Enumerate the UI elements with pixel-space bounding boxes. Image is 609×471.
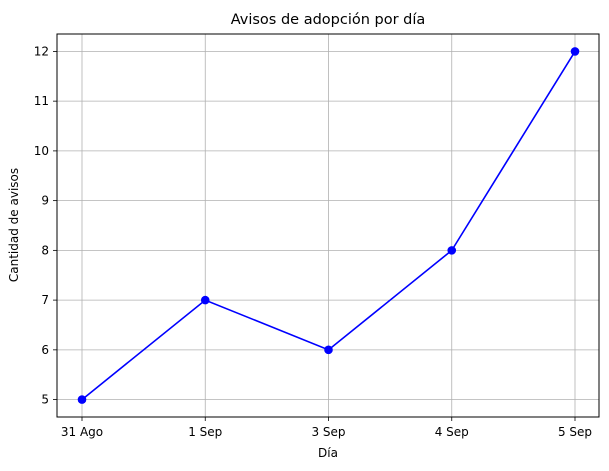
y-tick-label: 11 [34, 94, 49, 108]
y-tick-label: 7 [41, 293, 49, 307]
x-tick-label: 5 Sep [558, 425, 592, 439]
x-axis-label: Día [318, 446, 338, 460]
data-point [200, 295, 210, 305]
y-tick-label: 6 [41, 343, 49, 357]
grid-lines [57, 34, 599, 417]
y-tick-label: 5 [41, 393, 49, 407]
y-axis-label: Cantidad de avisos [7, 168, 21, 282]
data-point [570, 47, 580, 56]
data-point [324, 345, 333, 355]
series-layer [77, 47, 580, 404]
x-tick-label: 31 Ago [61, 425, 103, 439]
data-point [447, 246, 457, 255]
plot-frame [56, 33, 600, 418]
x-tick-label: 1 Sep [188, 425, 222, 439]
y-tick-label: 9 [41, 194, 49, 208]
x-axis-ticks: 31 Ago 1 Sep 3 Sep 4 Sep 5 Sep [61, 417, 592, 439]
data-point [77, 395, 87, 404]
y-tick-label: 8 [41, 243, 49, 257]
x-tick-label: 4 Sep [435, 425, 469, 439]
chart-title: Avisos de adopción por día [231, 12, 426, 28]
y-axis-ticks: 5 6 7 8 9 10 11 12 [34, 44, 57, 407]
y-tick-label: 12 [34, 44, 49, 58]
y-tick-label: 10 [34, 144, 49, 158]
x-tick-label: 3 Sep [311, 425, 345, 439]
